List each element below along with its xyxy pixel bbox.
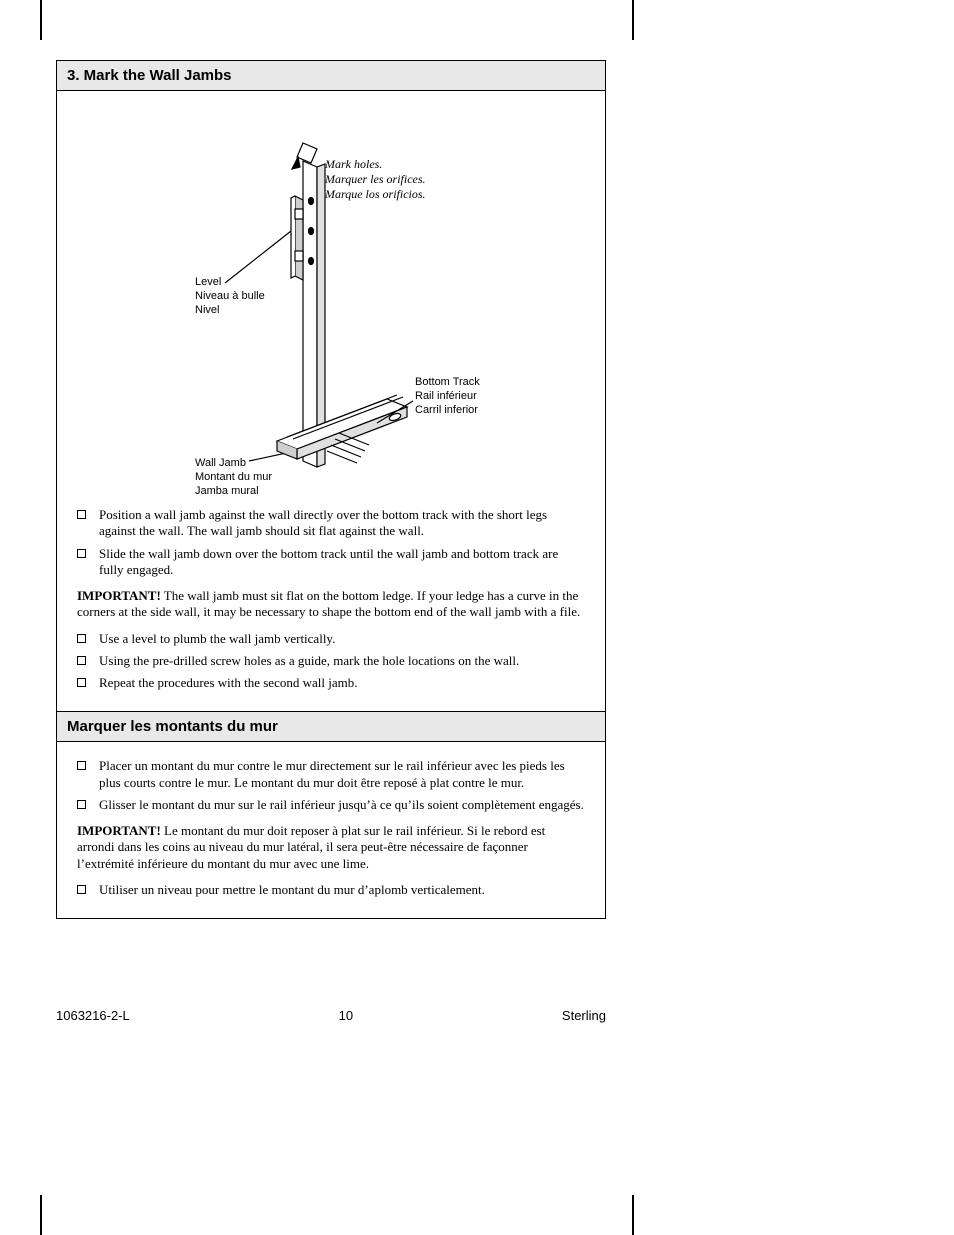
- list-item: Use a level to plumb the wall jamb verti…: [77, 631, 585, 647]
- list-item: Glisser le montant du mur sur le rail in…: [77, 797, 585, 813]
- checklist-2a: Placer un montant du mur contre le mur d…: [77, 758, 585, 813]
- doc-number: 1063216-2-L: [56, 1008, 130, 1023]
- section-heading-1: 3. Mark the Wall Jambs: [57, 61, 605, 91]
- crop-mark: [632, 1195, 634, 1235]
- brand-name: Sterling: [562, 1008, 606, 1023]
- checklist-1a: Position a wall jamb against the wall di…: [77, 507, 585, 578]
- important-note-1: IMPORTANT! The wall jamb must sit flat o…: [77, 588, 585, 621]
- figure-wall-jamb: Mark holes. Marquer les orifices. Marque…: [77, 101, 585, 501]
- list-item: Slide the wall jamb down over the bottom…: [77, 546, 585, 579]
- page: 3. Mark the Wall Jambs Mark holes. Marqu…: [0, 0, 954, 1235]
- crop-mark: [40, 1195, 42, 1235]
- level-shape: [291, 196, 303, 280]
- list-item: Repeat the procedures with the second wa…: [77, 675, 585, 691]
- important-label: IMPORTANT!: [77, 823, 161, 838]
- list-item: Using the pre-drilled screw holes as a g…: [77, 653, 585, 669]
- list-item: Utiliser un niveau pour mettre le montan…: [77, 882, 585, 898]
- crop-mark: [632, 0, 634, 40]
- section-heading-2: Marquer les montants du mur: [57, 711, 605, 742]
- content-frame: 3. Mark the Wall Jambs Mark holes. Marqu…: [56, 60, 606, 919]
- checklist-2b: Utiliser un niveau pour mettre le montan…: [77, 882, 585, 898]
- important-note-2: IMPORTANT! Le montant du mur doit repose…: [77, 823, 585, 872]
- section-1-body: Mark holes. Marquer les orifices. Marque…: [57, 91, 605, 711]
- section-2-body: Placer un montant du mur contre le mur d…: [57, 742, 605, 918]
- diagram-svg: [77, 101, 587, 501]
- page-number: 10: [339, 1008, 353, 1023]
- page-footer: 1063216-2-L 10 Sterling: [56, 1008, 606, 1023]
- checklist-1b: Use a level to plumb the wall jamb verti…: [77, 631, 585, 692]
- important-label: IMPORTANT!: [77, 588, 161, 603]
- wall-jamb-shape: [303, 161, 325, 467]
- list-item: Position a wall jamb against the wall di…: [77, 507, 585, 540]
- list-item: Placer un montant du mur contre le mur d…: [77, 758, 585, 791]
- crop-mark: [40, 0, 42, 40]
